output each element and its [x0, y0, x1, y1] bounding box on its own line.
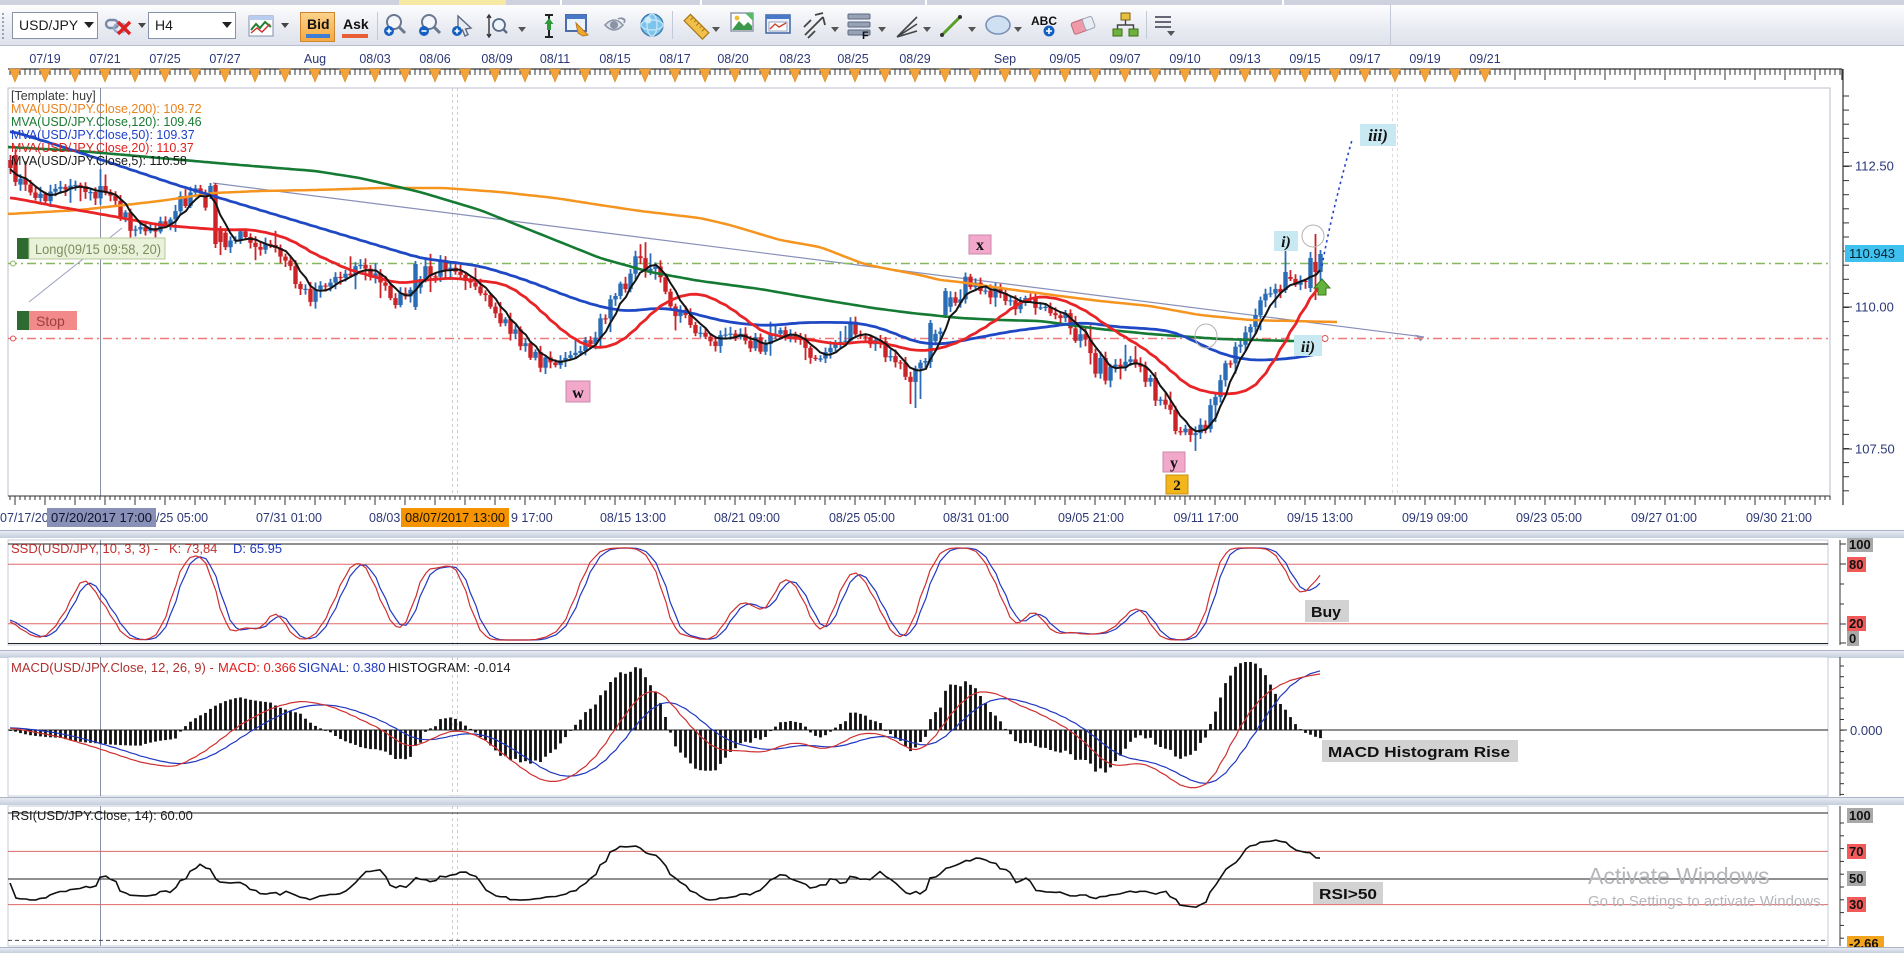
svg-text:2: 2	[1173, 478, 1181, 494]
svg-text:08/31 01:00: 08/31 01:00	[943, 511, 1009, 525]
svg-text:08/15 13:00: 08/15 13:00	[600, 511, 666, 525]
svg-text:07/19: 07/19	[29, 52, 60, 66]
svg-text:y: y	[1170, 455, 1178, 472]
svg-text:08/11: 08/11	[540, 52, 570, 66]
svg-text:08/17: 08/17	[659, 52, 690, 66]
svg-text:Sep: Sep	[994, 52, 1016, 66]
svg-text:09/15: 09/15	[1289, 52, 1320, 66]
svg-text:07/31 01:00: 07/31 01:00	[256, 511, 322, 525]
svg-text:0: 0	[1849, 631, 1856, 646]
svg-text:09/13: 09/13	[1229, 52, 1260, 66]
svg-text:20: 20	[1849, 616, 1863, 631]
svg-text:Buy: Buy	[1311, 604, 1342, 621]
svg-text:MVA(USD/JPY.Close,5): 110.58: MVA(USD/JPY.Close,5): 110.58	[11, 154, 187, 168]
svg-text:/25 05:00: /25 05:00	[156, 511, 208, 525]
svg-text:07/27: 07/27	[209, 52, 240, 66]
svg-text:ABC: ABC	[1031, 14, 1057, 28]
svg-text:Activate Windows: Activate Windows	[1588, 863, 1770, 889]
svg-text:07/17/20: 07/17/20	[0, 511, 49, 525]
svg-text:i): i)	[1281, 234, 1291, 251]
svg-text:09/10: 09/10	[1169, 52, 1200, 66]
svg-text:09/21: 09/21	[1469, 52, 1500, 66]
svg-text:Long(09/15 09:58, 20): Long(09/15 09:58, 20)	[35, 241, 161, 257]
svg-text:08/15: 08/15	[599, 52, 630, 66]
svg-text:107.50: 107.50	[1855, 442, 1895, 457]
svg-text:MVA(USD/JPY.Close,20): 110.37: MVA(USD/JPY.Close,20): 110.37	[11, 141, 194, 155]
svg-text:0.000: 0.000	[1850, 723, 1883, 738]
svg-text:07/20/2017 17:00: 07/20/2017 17:00	[51, 511, 152, 525]
svg-text:RSI>50: RSI>50	[1319, 886, 1377, 903]
svg-text:80: 80	[1849, 557, 1863, 572]
svg-text:HISTOGRAM: -0.014: HISTOGRAM: -0.014	[388, 660, 511, 675]
svg-text:112.50: 112.50	[1855, 159, 1894, 174]
svg-text:w: w	[572, 385, 584, 402]
svg-text:09/15 13:00: 09/15 13:00	[1287, 511, 1353, 525]
svg-text:Aug: Aug	[304, 52, 326, 66]
svg-text:09/27 01:00: 09/27 01:00	[1631, 511, 1697, 525]
svg-text:08/03: 08/03	[359, 52, 390, 66]
svg-text:09/05: 09/05	[1049, 52, 1080, 66]
svg-text:08/06: 08/06	[419, 52, 450, 66]
svg-text:iii): iii)	[1368, 126, 1388, 145]
svg-text:SSD(USD/JPY, 10, 3, 3) - K:: SSD(USD/JPY, 10, 3, 3) - K: 73,84	[11, 541, 217, 556]
svg-text:09/19 09:00: 09/19 09:00	[1402, 511, 1468, 525]
svg-text:08/25 05:00: 08/25 05:00	[829, 511, 895, 525]
svg-text:Stop: Stop	[36, 313, 65, 329]
svg-text:08/20: 08/20	[717, 52, 748, 66]
svg-text:110.00: 110.00	[1855, 300, 1894, 315]
svg-text:100: 100	[1849, 808, 1871, 823]
svg-text:MACD: 0.366: MACD: 0.366	[218, 660, 296, 675]
svg-text:09/19: 09/19	[1409, 52, 1440, 66]
svg-text:[Template: huy]: [Template: huy]	[11, 89, 96, 103]
svg-text:09/30 21:00: 09/30 21:00	[1746, 511, 1812, 525]
svg-text:100: 100	[1849, 538, 1871, 552]
svg-text:09/05 21:00: 09/05 21:00	[1058, 511, 1124, 525]
svg-text:9 17:00: 9 17:00	[511, 511, 553, 525]
svg-text:09/07: 09/07	[1109, 52, 1140, 66]
svg-text:ii): ii)	[1301, 339, 1315, 356]
svg-text:MVA(USD/JPY.Close,50): 109.37: MVA(USD/JPY.Close,50): 109.37	[11, 128, 195, 142]
svg-text:D: 65.95: D: 65.95	[233, 541, 282, 556]
svg-text:MACD Histogram Rise: MACD Histogram Rise	[1328, 744, 1510, 761]
svg-text:08/07/2017 13:00: 08/07/2017 13:00	[405, 511, 505, 525]
svg-text:09/23 05:00: 09/23 05:00	[1516, 511, 1582, 525]
svg-text:110.943: 110.943	[1849, 246, 1895, 261]
svg-text:30: 30	[1849, 897, 1863, 912]
svg-text:MVA(USD/JPY.Close,120): 109.46: MVA(USD/JPY.Close,120): 109.46	[11, 115, 202, 129]
svg-text:09/11 17:00: 09/11 17:00	[1173, 511, 1238, 525]
svg-text:07/21: 07/21	[89, 52, 120, 66]
svg-text:70: 70	[1849, 844, 1863, 859]
svg-text:09/17: 09/17	[1349, 52, 1380, 66]
svg-text:08/09: 08/09	[481, 52, 512, 66]
svg-text:x: x	[976, 237, 984, 254]
svg-text:SIGNAL: 0.380: SIGNAL: 0.380	[298, 660, 385, 675]
svg-text:50: 50	[1849, 871, 1863, 886]
svg-text:MACD(USD/JPY.Close, 12, 26, 9): MACD(USD/JPY.Close, 12, 26, 9) -	[11, 660, 214, 675]
svg-text:Go to Settings to activate Win: Go to Settings to activate Windows.	[1588, 893, 1825, 910]
svg-text:08/23: 08/23	[779, 52, 810, 66]
svg-text:08/25: 08/25	[837, 52, 868, 66]
svg-text:RSI(USD/JPY.Close, 14): 60.00: RSI(USD/JPY.Close, 14): 60.00	[11, 808, 193, 823]
svg-text:F: F	[862, 30, 869, 42]
svg-text:08/21 09:00: 08/21 09:00	[714, 511, 780, 525]
svg-text:08/03: 08/03	[369, 511, 400, 525]
svg-text:07/25: 07/25	[149, 52, 180, 66]
svg-text:MVA(USD/JPY.Close,200): 109.72: MVA(USD/JPY.Close,200): 109.72	[11, 102, 202, 116]
svg-text:08/29: 08/29	[899, 52, 930, 66]
